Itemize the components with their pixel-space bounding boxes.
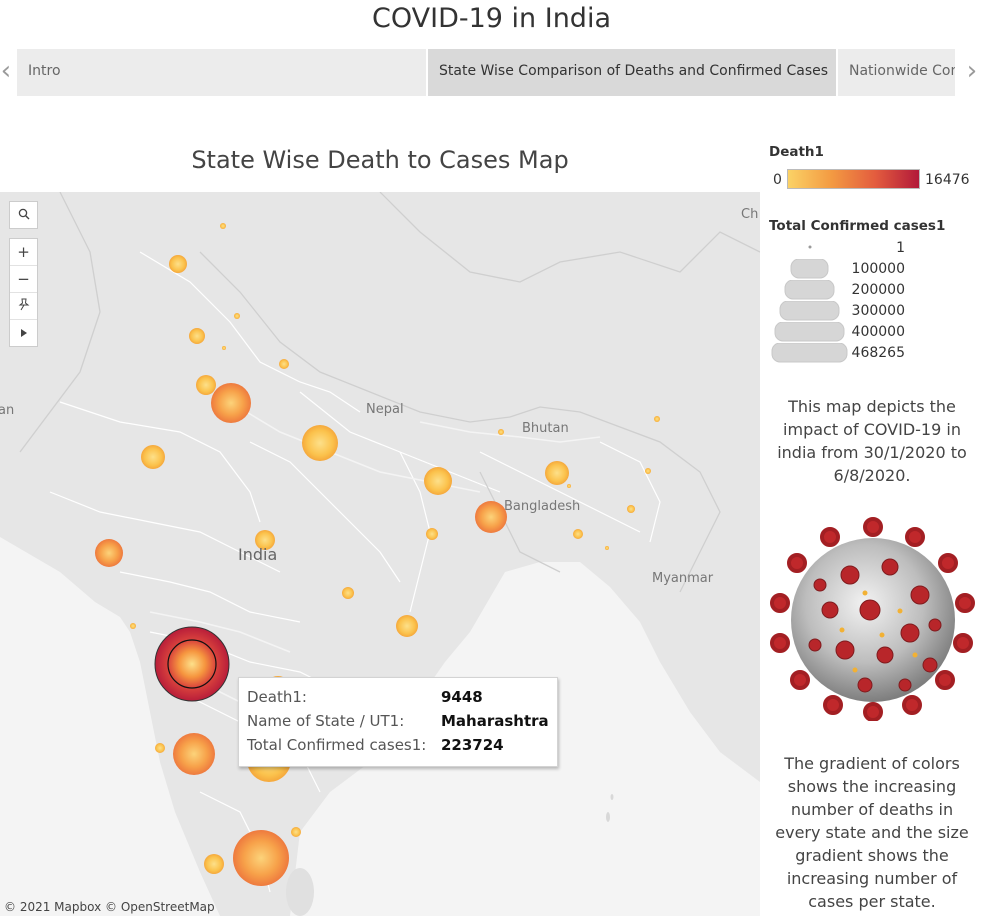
map-label-myanmar: Myanmar [652,571,714,586]
state-bubble[interactable] [545,461,569,485]
size-legend-item: 300000 [769,301,979,322]
color-legend-gradient [787,169,920,189]
state-bubble-delhi[interactable] [211,383,251,423]
map-tooltip: Death1: 9448 Name of State / UT1: Mahara… [238,677,558,767]
andaman-island [606,812,610,822]
map-label-edge-right: Ch [741,207,759,222]
map-label-bangladesh: Bangladesh [504,499,581,514]
description-text-2: The gradient of colors shows the increas… [775,754,969,911]
story-tab-label: Intro [28,63,61,79]
state-bubble[interactable] [196,375,216,395]
state-bubble-uttar-pradesh[interactable] [302,425,338,461]
arabian-sea [0,537,220,916]
dashboard-title: COVID-19 in India [372,3,611,34]
story-tab-label: State Wise Comparison of Deaths and Conf… [439,63,829,79]
country-borders [19,192,760,593]
zoom-out-button[interactable]: − [10,266,37,293]
description-text-1: This map depicts the impact of COVID-19 … [777,397,967,485]
coronavirus-image [770,517,975,721]
size-legend-value: 300000 [851,303,905,319]
state-bubble[interactable] [130,623,136,629]
state-bubble[interactable] [498,429,504,435]
state-bubble-karnataka[interactable] [173,733,215,775]
map-zoom-tools: + − [9,238,38,347]
state-bubble-selection-ring [167,639,217,689]
state-bubble[interactable] [424,467,452,495]
size-legend-value: 400000 [851,324,905,340]
state-bubble[interactable] [645,468,651,474]
state-bubble[interactable] [141,445,165,469]
chevron-left-icon[interactable]: ‹ [0,56,12,86]
search-icon[interactable] [10,202,37,228]
state-bubble-west-bengal[interactable] [475,501,507,533]
state-bubble[interactable] [342,587,354,599]
state-bubble[interactable] [155,743,165,753]
size-legend-value: 468265 [851,345,905,361]
map-label-bhutan: Bhutan [522,421,569,436]
size-legend-value: 1 [896,240,905,256]
zoom-in-button[interactable]: + [10,239,37,266]
size-legend-item: 100000 [769,259,979,280]
play-icon[interactable] [10,320,37,346]
size-legend-value: 100000 [851,261,905,277]
story-tab-bar: Intro State Wise Comparison of Deaths an… [17,49,955,96]
size-legend-item: 400000 [769,322,979,343]
size-legend-item: 468265 [769,343,979,364]
tooltip-value: 223724 [441,736,504,754]
map-copyright: © 2021 Mapbox © OpenStreetMap [4,900,215,914]
pin-icon[interactable] [10,293,37,320]
tooltip-value: Maharashtra [441,712,549,730]
andaman-island [610,794,614,800]
state-bubble[interactable] [222,346,226,350]
map-search-tool [9,201,38,229]
state-bubble[interactable] [654,416,660,422]
state-bubble[interactable] [255,530,275,550]
state-bubble-kerala[interactable] [204,854,224,874]
legend-panel: Death1 0 16476 Total Confirmed cases1 1 … [769,144,979,363]
size-legend-value: 200000 [851,282,905,298]
story-tab-intro[interactable]: Intro [17,49,426,96]
state-bubble[interactable] [426,528,438,540]
map-label-edge-left: an [0,403,15,418]
size-legend-title: Total Confirmed cases1 [769,218,946,234]
state-bubble[interactable] [220,223,226,229]
state-bubble[interactable] [567,484,571,488]
state-bubble[interactable] [169,255,187,273]
map-label-nepal: Nepal [366,402,404,417]
state-bubble[interactable] [279,359,289,369]
color-legend-min: 0 [773,172,782,188]
size-legend-item: 1 [769,238,979,259]
tooltip-key: Name of State / UT1: [247,712,405,730]
state-bubble[interactable] [234,313,240,319]
color-legend-title: Death1 [769,144,824,160]
size-legend-item: 200000 [769,280,979,301]
map-label-india: India [238,545,278,564]
state-bubble[interactable] [396,615,418,637]
state-bubble-maharashtra[interactable] [154,626,230,702]
chevron-right-icon[interactable]: › [966,56,978,86]
color-legend-max: 16476 [925,172,970,188]
state-bubbles[interactable] [95,223,660,886]
state-bubble[interactable] [189,328,205,344]
map-title: State Wise Death to Cases Map [191,146,569,174]
tooltip-value: 9448 [441,688,483,706]
story-tab-label: Nationwide Con [849,63,955,79]
story-tab-nationwide[interactable]: Nationwide Con [838,49,955,96]
story-tab-state-wise[interactable]: State Wise Comparison of Deaths and Conf… [428,49,836,96]
state-bubble-gujarat[interactable] [95,539,123,567]
state-bubble-tamil-nadu[interactable] [233,830,289,886]
state-bubble[interactable] [291,827,301,837]
state-bubble[interactable] [627,505,635,513]
map-canvas[interactable]: Nepal Bhutan Bangladesh India Myanmar an… [0,192,760,916]
sri-lanka [286,868,314,916]
tooltip-key: Death1: [247,688,307,706]
state-bubble[interactable] [605,546,609,550]
state-bubble[interactable] [573,529,583,539]
tooltip-key: Total Confirmed cases1: [247,736,427,754]
map-basemap [0,192,760,916]
